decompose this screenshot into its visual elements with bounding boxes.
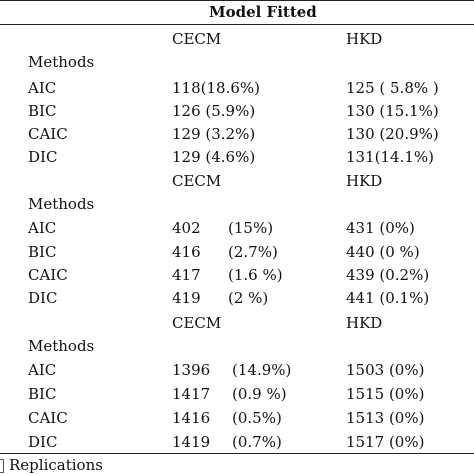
method-label: AIC: [28, 79, 57, 97]
hkd-cell: 131(14.1%): [346, 148, 434, 166]
footnote-marker: [0, 459, 4, 473]
cecm-value: 1416: [172, 409, 211, 427]
cecm-percent: (0.7%): [232, 433, 282, 451]
footnote: Replications: [9, 456, 103, 474]
column-header-cecm: CECM: [172, 30, 222, 48]
cecm-percent: (14.9%): [232, 361, 292, 379]
method-label: CAIC: [28, 125, 68, 143]
method-label: AIC: [28, 219, 57, 237]
method-label: AIC: [28, 361, 57, 379]
hkd-cell: 1503 (0%): [346, 361, 425, 379]
method-label: DIC: [28, 289, 58, 307]
top-rule: [0, 0, 474, 1]
hkd-cell: 439 (0.2%): [346, 266, 430, 284]
method-label: CAIC: [28, 266, 68, 284]
table-title: Model Fitted: [209, 3, 317, 21]
cecm-percent: (0.9 %): [232, 385, 287, 403]
cecm-cell: 129 (4.6%): [172, 148, 256, 166]
hkd-cell: 441 (0.1%): [346, 289, 430, 307]
hkd-cell: 130 (20.9%): [346, 125, 439, 143]
hkd-cell: 1517 (0%): [346, 433, 425, 451]
column-header-hkd: HKD: [346, 30, 383, 48]
method-label: DIC: [28, 433, 58, 451]
cecm-value: 416: [172, 243, 201, 261]
cecm-percent: (1.6 %): [228, 266, 283, 284]
hkd-cell: 130 (15.1%): [346, 102, 439, 120]
cecm-value: 1419: [172, 433, 211, 451]
methods-label: Methods: [28, 337, 95, 355]
cecm-cell: 126 (5.9%): [172, 102, 256, 120]
method-label: DIC: [28, 148, 58, 166]
methods-label: Methods: [28, 53, 95, 71]
cecm-percent: (0.5%): [232, 409, 282, 427]
hkd-cell: 440 (0 %): [346, 243, 420, 261]
hkd-cell: 125 ( 5.8% ): [346, 79, 439, 97]
method-label: BIC: [28, 243, 57, 261]
cecm-cell: 129 (3.2%): [172, 125, 256, 143]
method-label: BIC: [28, 385, 57, 403]
header-rule: [0, 24, 474, 25]
cecm-value: 419: [172, 289, 201, 307]
hkd-cell: 1513 (0%): [346, 409, 425, 427]
cecm-percent: (2 %): [228, 289, 269, 307]
method-label: BIC: [28, 102, 57, 120]
cecm-percent: (15%): [228, 219, 274, 237]
method-label: CAIC: [28, 409, 68, 427]
column-header-cecm: CECM: [172, 172, 222, 190]
column-header-cecm: CECM: [172, 314, 222, 332]
hkd-cell: 1515 (0%): [346, 385, 425, 403]
hkd-cell: 431 (0%): [346, 219, 415, 237]
bottom-rule: [0, 453, 474, 454]
column-header-hkd: HKD: [346, 172, 383, 190]
cecm-value: 1417: [172, 385, 211, 403]
methods-label: Methods: [28, 195, 95, 213]
column-header-hkd: HKD: [346, 314, 383, 332]
cecm-value: 417: [172, 266, 201, 284]
cecm-value: 402: [172, 219, 201, 237]
cecm-percent: (2.7%): [228, 243, 278, 261]
cecm-value: 1396: [172, 361, 211, 379]
cecm-cell: 118(18.6%): [172, 79, 260, 97]
